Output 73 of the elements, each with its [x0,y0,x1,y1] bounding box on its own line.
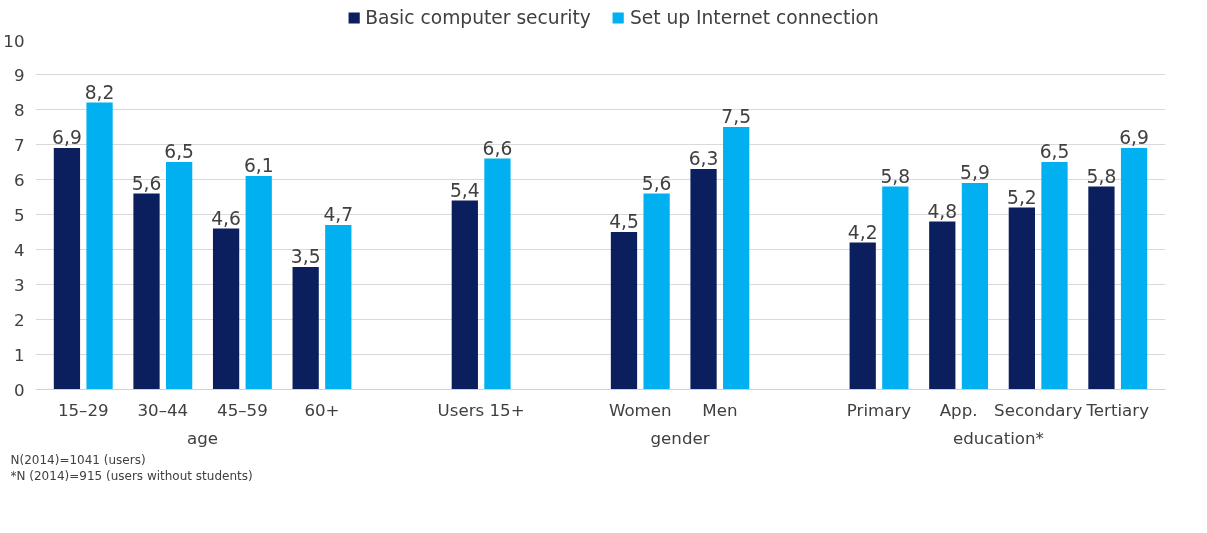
data-label: 6,5 [1039,141,1070,162]
x-tick-label: 30–44 [137,400,189,420]
data-label: 5,2 [1007,186,1037,208]
bar [212,228,240,390]
y-tick-label: 9 [13,65,25,85]
data-label: 5,9 [960,162,990,183]
data-label: 6,6 [482,137,513,159]
bar [86,102,113,390]
bar [451,200,478,390]
y-tick-label: 7 [13,135,25,155]
x-tick-label: App. [939,400,978,420]
data-label: 4,6 [211,207,241,229]
legend-label: Set up Internet connection [629,6,879,28]
bar [610,232,638,390]
bar [245,176,272,390]
data-label: 5,8 [880,165,911,187]
bar [1008,207,1035,390]
bar [882,186,909,390]
x-tick-label: 15–29 [57,400,109,420]
bar [1088,186,1115,390]
legend-label: Basic computer security [365,6,591,28]
data-label: 5,6 [641,172,672,194]
data-label: 6,9 [52,127,82,148]
text: gender [650,428,710,448]
y-tick-label: 8 [13,100,25,120]
x-tick-label: Primary [846,400,912,420]
data-label: 4,2 [847,221,878,243]
data-label: 5,8 [1086,165,1117,187]
x-tick-label: 45–59 [217,400,268,420]
bar [325,225,352,390]
data-label: 4,7 [323,204,354,225]
bar [53,148,81,390]
bar [643,193,670,390]
x-tick-label: Users 15+ [437,400,525,420]
bar [723,127,750,390]
y-tick-label: 4 [13,240,25,260]
bar [929,221,956,390]
data-label: 6,9 [1119,127,1149,148]
y-tick-label: 6 [13,170,25,190]
data-label: 5,4 [449,179,480,201]
bar [292,267,319,390]
bar [849,242,876,390]
text: education* [952,428,1044,448]
bar [1120,148,1148,390]
x-tick-label: Tertiary [1085,400,1150,420]
x-tick-label: Secondary [994,400,1083,420]
x-tick-label: 60+ [304,400,340,420]
bar [133,193,160,390]
text: *N (2014)=915 (users without students) [10,468,253,483]
y-tick-label: 10 [3,31,25,51]
data-label: 4,5 [609,211,639,232]
bar [961,183,989,390]
x-tick-label: Women [608,400,672,420]
y-tick-label: 3 [13,275,25,295]
text: age [187,428,219,448]
y-tick-label: 0 [13,380,25,400]
y-tick-label: 1 [13,345,25,365]
data-label: 8,2 [84,81,115,103]
y-tick-label: 2 [13,310,25,330]
x-tick-label: Men [702,400,738,420]
y-tick-label: 5 [13,205,25,225]
data-label: 3,5 [290,246,321,267]
text: N(2014)=1041 (users) [10,452,146,467]
data-label: 6,1 [243,155,274,176]
bar [484,158,511,390]
data-label: 6,3 [688,148,719,169]
data-label: 7,5 [721,106,752,127]
data-label: 4,8 [927,200,958,222]
bar [166,162,193,390]
data-label: 5,6 [131,172,162,194]
bar [1041,162,1068,390]
bar [690,169,717,390]
data-label: 6,5 [164,141,194,162]
